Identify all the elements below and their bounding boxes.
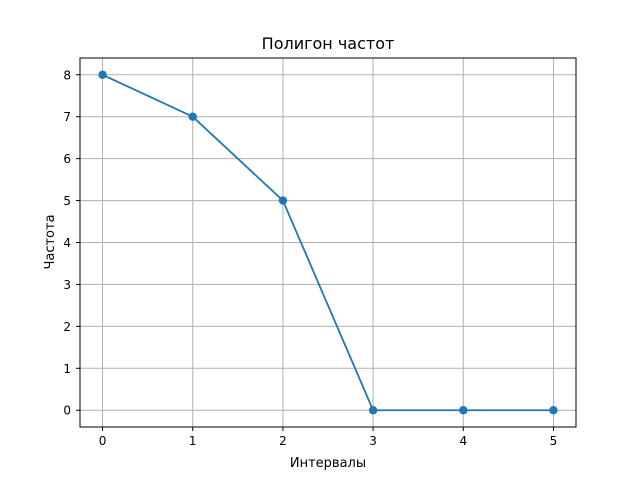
series — [98, 70, 558, 415]
y-tick-label: 8 — [63, 68, 71, 82]
y-tick-label: 3 — [63, 278, 71, 292]
x-tick-label: 4 — [459, 434, 467, 448]
x-tick-label: 3 — [369, 434, 377, 448]
grid — [80, 58, 576, 427]
data-point — [278, 196, 288, 205]
x-axis-label: Интервалы — [290, 456, 366, 471]
x-tick-label: 1 — [189, 434, 197, 448]
data-point — [188, 112, 197, 121]
data-point — [98, 70, 107, 79]
plot-frame — [79, 57, 577, 428]
axis-ticks: 0 1 2 3 4 5 0 1 2 3 4 5 6 7 8 — [63, 68, 557, 448]
y-tick-label: 4 — [63, 236, 71, 250]
y-tick-label: 6 — [63, 152, 71, 166]
x-tick-label: 0 — [99, 434, 107, 448]
y-tick-label: 7 — [63, 110, 71, 124]
y-axis-label: Частота — [43, 214, 58, 269]
x-tick-label: 2 — [279, 434, 287, 448]
data-point — [368, 406, 378, 415]
y-tick-label: 0 — [63, 404, 71, 418]
y-tick-label: 1 — [63, 362, 71, 376]
y-tick-label: 5 — [63, 194, 71, 208]
data-point — [459, 406, 468, 415]
chart-title: Полигон частот — [262, 34, 395, 53]
data-point — [549, 406, 558, 415]
y-tick-label: 2 — [63, 320, 71, 334]
series-line — [102, 73, 554, 412]
x-tick-label: 5 — [550, 434, 558, 448]
